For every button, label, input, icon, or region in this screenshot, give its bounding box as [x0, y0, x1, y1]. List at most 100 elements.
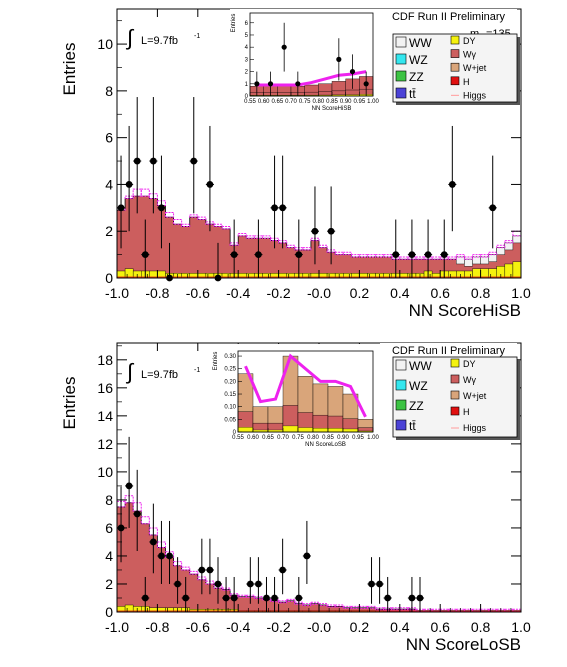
x-tick-label: 0.6: [430, 619, 450, 635]
legend-swatch: [395, 36, 407, 48]
inset-x-tick-label: 0.55: [232, 435, 244, 441]
data-point: [255, 251, 262, 259]
x-tick-label: -0.8: [145, 285, 169, 301]
inset-y-tick-label: 0: [245, 94, 249, 100]
legend-swatch: [450, 62, 460, 72]
data-point: [149, 157, 157, 165]
integral-symbol: ∫: [125, 25, 135, 50]
data-point: [133, 157, 141, 165]
x-tick-label: 1.0: [511, 285, 531, 301]
inset-x-tick-label: 0.60: [247, 435, 259, 441]
x-tick-label: -0.8: [145, 619, 169, 635]
signal-band-bin: [286, 598, 296, 602]
data-point: [279, 566, 287, 574]
data-point: [149, 538, 157, 546]
legend-swatch: [450, 406, 460, 416]
signal-band-bin: [480, 254, 490, 258]
signal-band-bin: [197, 216, 207, 221]
x-axis-label: NN ScoreHiSB: [409, 301, 521, 320]
signal-band-bin: [447, 256, 457, 260]
header-box: [380, 9, 517, 23]
inset-y-tick-label: 1: [245, 82, 249, 88]
inset-data-point: [254, 81, 260, 87]
data-point: [190, 157, 198, 165]
signal-band-bin: [488, 251, 498, 256]
inset-dy-bin: [342, 428, 359, 433]
inset-y-tick-label: 4: [245, 45, 249, 51]
data-point: [384, 594, 392, 602]
legend-label: WW: [409, 36, 432, 50]
legend-swatch: [395, 379, 407, 391]
chart-losb: -1.0 -0.8 -0.6 -0.4 -0.2 -0.0 0.2 0.4 0.6 0.8 1.00…: [60, 342, 531, 654]
signal-band-bin: [140, 188, 150, 197]
inset-data-point: [363, 81, 369, 87]
inset-y-label: Entries: [213, 352, 219, 371]
x-tick-label: -1.0: [105, 619, 129, 635]
x-tick-label: 0.8: [471, 619, 491, 635]
legend-label: tt̄: [409, 419, 416, 433]
signal-band-bin: [383, 254, 393, 258]
signal-band-bin: [455, 254, 465, 258]
data-point: [141, 251, 149, 259]
data-point: [327, 227, 335, 235]
dy-bin: [124, 268, 134, 279]
x-tick-label: 0.6: [430, 285, 450, 301]
legend-swatch: [450, 49, 460, 58]
inset-y-tick-label: 0.10: [224, 405, 236, 411]
inset-x-tick-label: 0.60: [258, 99, 270, 105]
x-tick-label: -0.2: [267, 619, 291, 635]
signal-band-bin: [140, 516, 150, 525]
y-tick-label: 10: [97, 464, 113, 480]
dy-bin: [512, 261, 522, 279]
inset-x-tick-label: 0.85: [322, 435, 334, 441]
data-point: [174, 580, 182, 588]
data-point: [255, 580, 262, 588]
inset-x-tick-label: 0.95: [352, 435, 364, 441]
data-point: [376, 580, 383, 588]
signal-band-bin: [189, 570, 199, 575]
data-point: [158, 552, 165, 560]
ww-bin: [480, 256, 489, 265]
ww-bin: [488, 254, 497, 262]
dy-bin: [504, 263, 514, 279]
inset-data-point: [281, 44, 287, 50]
lumi-exponent: -1: [194, 367, 200, 374]
data-point: [368, 580, 375, 588]
inset-dy-bin: [237, 427, 254, 433]
y-tick-label: 10: [97, 36, 113, 52]
ww-bin: [472, 256, 481, 265]
inset-frame: [249, 12, 374, 97]
data-point: [206, 566, 214, 574]
inset-x-tick-label: 1.00: [367, 435, 379, 441]
y-tick-label: 6: [105, 130, 113, 146]
inset-x-tick-label: 0.70: [285, 99, 297, 105]
legend-swatch: [395, 87, 407, 99]
legend-label: H: [463, 77, 470, 87]
inset-x-tick-label: 0.55: [244, 99, 256, 105]
inset-data-point: [349, 68, 356, 75]
dy-bin: [488, 268, 497, 279]
dy-bin: [480, 268, 489, 279]
inset-x-tick-label: 0.95: [353, 99, 365, 105]
inset-x-tick-label: 0.80: [307, 435, 319, 441]
header-box: [380, 343, 517, 357]
x-tick-label: 0.8: [471, 285, 491, 301]
y-tick-label: 8: [105, 492, 113, 508]
inset-x-label: NN ScoreLoSB: [305, 442, 346, 448]
data-point: [271, 594, 278, 602]
data-point: [295, 251, 303, 259]
x-tick-label: 0.4: [390, 285, 410, 301]
legend-swatch: [395, 399, 407, 411]
signal-band-bin: [318, 244, 328, 249]
ww-bin: [512, 235, 522, 244]
legend-label: WZ: [409, 379, 428, 393]
x-tick-label: 1.0: [511, 619, 531, 635]
inset-y-tick-label: 6: [245, 21, 249, 27]
inset-y-tick-label: 0.05: [224, 417, 236, 423]
signal-band-bin: [496, 244, 506, 249]
inset-signal-band: [244, 353, 367, 418]
x-tick-label: -0.0: [307, 619, 331, 635]
legend-label: W+jet: [463, 63, 487, 73]
x-axis-label: NN ScoreLoSB: [406, 635, 521, 654]
data-point: [295, 594, 303, 602]
